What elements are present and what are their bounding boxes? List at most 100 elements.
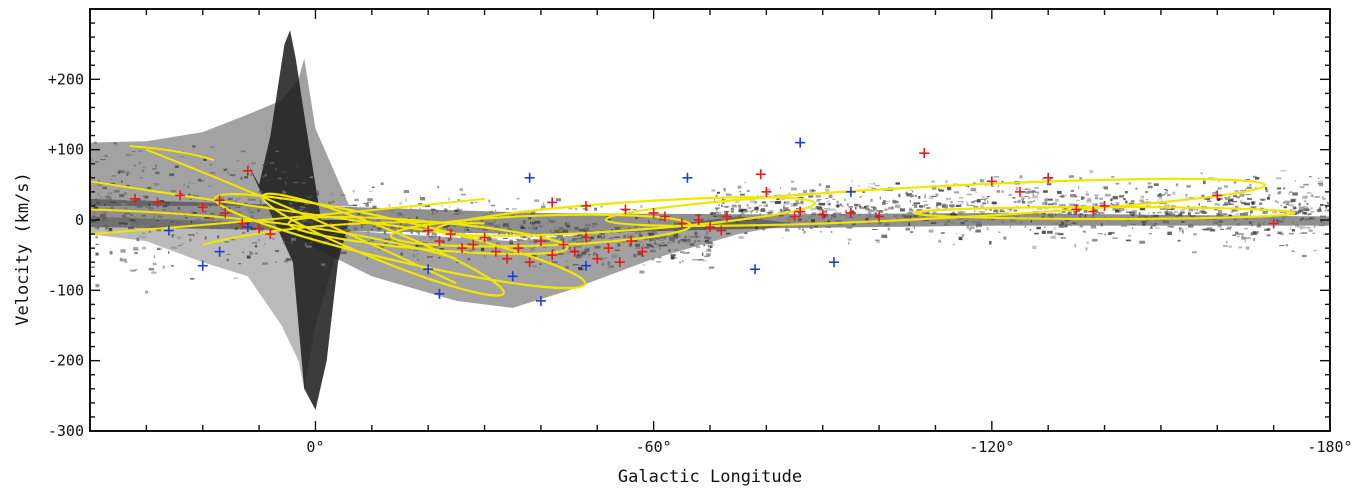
emission-speck (641, 226, 642, 230)
emission-speck (383, 231, 386, 234)
emission-speck (1091, 238, 1098, 242)
emission-speck (470, 201, 474, 204)
emission-speck (845, 213, 852, 216)
emission-speck (1002, 220, 1004, 224)
emission-speck (1284, 200, 1291, 203)
emission-speck (1078, 185, 1080, 190)
emission-speck (1322, 196, 1324, 198)
emission-speck (815, 195, 821, 198)
emission-speck (1147, 185, 1153, 189)
emission-speck (449, 240, 452, 242)
emission-speck (1323, 221, 1326, 224)
emission-speck (1070, 194, 1076, 198)
emission-speck (1218, 220, 1223, 223)
emission-speck (1175, 183, 1179, 187)
emission-speck (492, 232, 494, 234)
emission-speck (868, 213, 872, 215)
emission-speck (1074, 195, 1077, 198)
emission-speck (138, 239, 140, 242)
emission-speck (783, 207, 789, 210)
emission-speck (218, 213, 224, 216)
emission-speck (974, 209, 976, 213)
emission-speck (839, 203, 842, 206)
emission-speck (188, 181, 190, 184)
emission-speck (1060, 194, 1065, 198)
emission-speck (454, 213, 460, 215)
emission-speck (607, 266, 612, 269)
emission-speck (1188, 207, 1194, 212)
emission-speck (1158, 196, 1162, 199)
emission-speck (978, 211, 982, 213)
emission-speck (545, 253, 551, 256)
emission-speck (1145, 199, 1149, 201)
emission-speck (196, 232, 198, 235)
emission-speck (1272, 210, 1277, 214)
red-plus-marker (676, 218, 687, 229)
emission-speck (894, 204, 901, 208)
emission-speck (714, 198, 715, 202)
emission-speck (1165, 189, 1169, 192)
emission-speck (637, 252, 643, 256)
emission-speck (1173, 210, 1178, 213)
emission-speck (650, 238, 656, 240)
emission-speck (236, 211, 240, 214)
emission-speck (1145, 201, 1152, 203)
emission-speck (790, 180, 795, 183)
emission-speck (273, 184, 277, 186)
emission-speck (157, 215, 164, 218)
emission-speck (189, 238, 192, 242)
emission-speck (1250, 232, 1252, 236)
emission-speck (541, 228, 545, 230)
red-plus-marker (721, 211, 732, 222)
emission-speck (227, 172, 229, 174)
emission-speck (367, 198, 373, 201)
emission-speck (95, 197, 97, 201)
emission-speck (90, 266, 96, 268)
emission-speck (651, 258, 655, 261)
emission-speck (788, 221, 791, 224)
emission-speck (124, 261, 128, 263)
emission-speck (852, 222, 856, 226)
emission-speck (485, 220, 491, 224)
emission-speck (1201, 194, 1204, 198)
emission-speck (579, 240, 585, 244)
emission-speck (482, 227, 488, 231)
emission-speck (444, 209, 448, 212)
emission-speck (914, 195, 917, 197)
emission-speck (289, 201, 293, 205)
emission-speck (1240, 213, 1245, 216)
emission-speck (767, 212, 773, 216)
emission-speck (951, 206, 954, 208)
emission-speck (1061, 213, 1063, 215)
emission-speck (887, 207, 894, 210)
emission-speck (1128, 223, 1133, 225)
emission-speck (456, 208, 461, 212)
emission-speck (868, 212, 871, 216)
emission-speck (996, 211, 999, 213)
emission-speck (885, 212, 888, 215)
emission-speck (667, 235, 670, 238)
emission-speck (147, 186, 152, 191)
emission-speck (508, 242, 511, 244)
emission-speck (1263, 222, 1265, 226)
emission-speck (234, 206, 241, 208)
red-plus-marker (423, 225, 434, 236)
emission-speck (957, 200, 964, 202)
emission-speck (291, 237, 296, 241)
emission-speck (721, 205, 723, 207)
emission-speck (410, 207, 412, 210)
emission-speck (682, 251, 688, 254)
emission-speck (1303, 208, 1310, 212)
emission-speck (323, 240, 329, 242)
emission-speck (358, 246, 360, 248)
red-plus-marker (592, 253, 603, 264)
emission-speck (1042, 178, 1044, 180)
emission-speck (452, 234, 456, 237)
emission-speck (1241, 236, 1247, 240)
emission-speck (230, 223, 233, 228)
emission-speck (558, 227, 564, 230)
emission-speck (1058, 220, 1062, 223)
blue-plus-marker (242, 222, 253, 233)
emission-speck (1145, 216, 1149, 219)
emission-speck (914, 205, 917, 207)
